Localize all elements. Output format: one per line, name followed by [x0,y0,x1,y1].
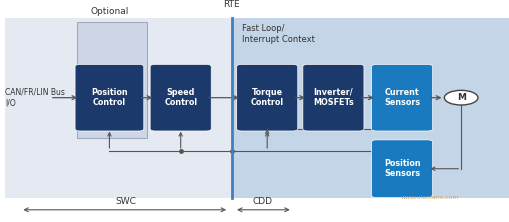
Bar [5,18,232,198]
Text: Optional: Optional [90,6,129,16]
Circle shape [444,90,478,105]
Text: Position
Sensors: Position Sensors [384,159,420,178]
FancyBboxPatch shape [303,64,364,131]
FancyBboxPatch shape [372,64,433,131]
Text: RTE: RTE [223,0,240,9]
Text: Fast Loop/
Interrupt Context: Fast Loop/ Interrupt Context [242,24,315,44]
FancyBboxPatch shape [237,64,298,131]
Text: Torque
Control: Torque Control [250,88,284,107]
Text: Speed
Control: Speed Control [164,88,197,107]
Text: M: M [457,93,466,102]
Text: Position
Control: Position Control [91,88,128,107]
FancyBboxPatch shape [372,140,433,198]
FancyBboxPatch shape [150,64,211,131]
Text: CAN/FR/LIN Bus
I/O: CAN/FR/LIN Bus I/O [5,88,65,107]
Text: www.elecfans.com: www.elecfans.com [401,195,459,200]
Text: Inverter/
MOSFETs: Inverter/ MOSFETs [313,88,354,107]
Bar [232,18,509,198]
FancyBboxPatch shape [75,64,144,131]
Text: SWC: SWC [116,197,136,206]
Bar [77,22,147,138]
Text: Current
Sensors: Current Sensors [384,88,420,107]
Text: CDD: CDD [252,197,272,206]
